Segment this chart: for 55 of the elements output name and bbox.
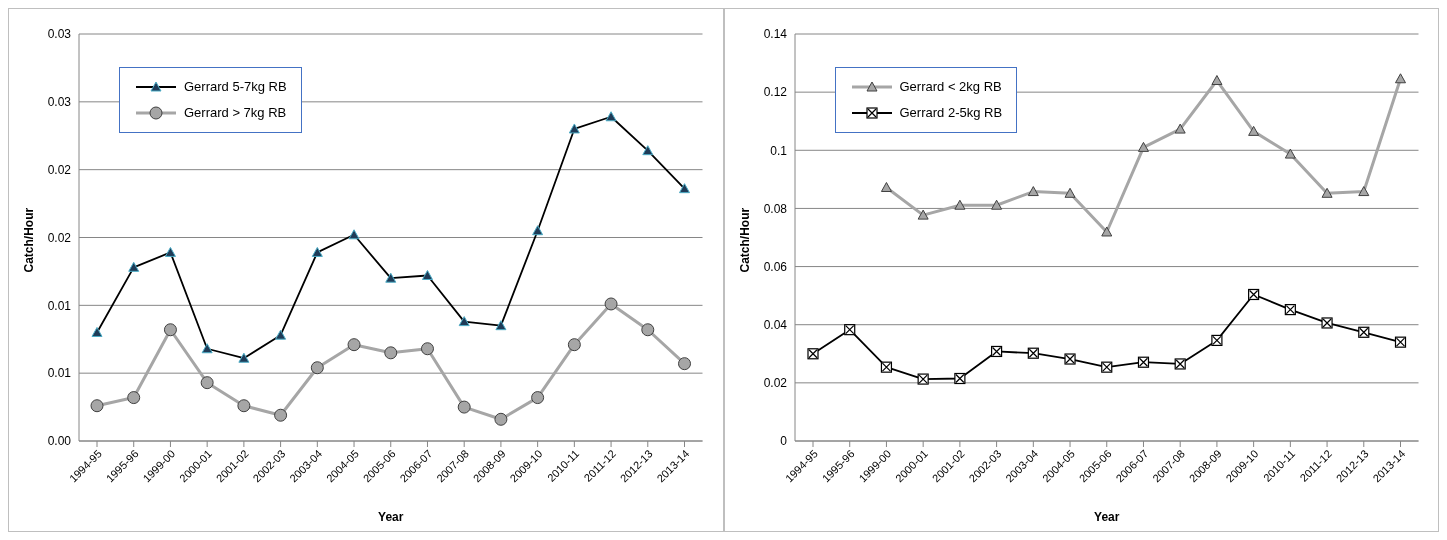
point [163, 323, 177, 337]
point [1137, 141, 1149, 152]
y-tick-label: 0.02 [47, 162, 72, 177]
legend-label: Gerrard 5-7kg RB [184, 78, 287, 96]
point [1357, 186, 1369, 197]
point [567, 338, 581, 352]
point [953, 199, 965, 210]
point [1100, 226, 1112, 237]
y-tick-label: 0.06 [763, 259, 787, 274]
point [347, 338, 361, 352]
point [457, 400, 471, 414]
y-tick-label: 0.01 [47, 366, 72, 381]
y-tick-label: 0.02 [763, 376, 787, 391]
y-tick-label: 0.1 [769, 143, 787, 158]
y-tick-label: 0.12 [763, 85, 787, 100]
point [1174, 123, 1186, 134]
y-tick-label: 0.00 [47, 434, 72, 449]
y-axis-title: Catch/Hour [22, 207, 37, 273]
point [200, 376, 214, 390]
legend-label: Gerrard < 2kg RB [899, 78, 1002, 96]
y-axis-title: Catch/Hour [737, 207, 752, 273]
point [274, 408, 288, 422]
point [604, 297, 618, 311]
point [678, 357, 691, 371]
point [420, 342, 434, 356]
point [237, 399, 251, 413]
point [641, 323, 655, 337]
x-axis-title: Year [1093, 510, 1120, 524]
point [917, 209, 929, 220]
y-tick-label: 0.08 [763, 201, 787, 216]
point [90, 399, 104, 413]
point [880, 182, 892, 192]
point [1210, 75, 1222, 86]
y-tick-label: 0.03 [47, 27, 72, 42]
point [1027, 186, 1039, 197]
y-tick-label: 0.14 [763, 27, 787, 42]
point [494, 412, 508, 426]
point [1394, 73, 1406, 84]
point [990, 199, 1002, 210]
point [1321, 187, 1333, 198]
point [531, 391, 545, 405]
y-tick-label: 0.03 [47, 95, 72, 110]
x-axis-title: Year [378, 510, 404, 524]
y-tick-label: 0.02 [47, 230, 72, 245]
y-tick-label: 0.01 [47, 298, 72, 313]
point [310, 361, 324, 375]
point [127, 391, 141, 405]
y-tick-label: 0 [779, 434, 787, 449]
point [1064, 187, 1076, 198]
legend-label: Gerrard 2-5kg RB [899, 104, 1003, 122]
point [1284, 148, 1296, 159]
point [1247, 125, 1259, 136]
legend-label: Gerrard > 7kg RB [184, 104, 287, 122]
point [384, 346, 398, 360]
y-tick-label: 0.04 [763, 317, 787, 332]
